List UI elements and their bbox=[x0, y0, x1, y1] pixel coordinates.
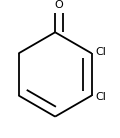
Text: O: O bbox=[55, 0, 63, 10]
Text: Cl: Cl bbox=[95, 47, 106, 57]
Text: Cl: Cl bbox=[95, 92, 106, 102]
